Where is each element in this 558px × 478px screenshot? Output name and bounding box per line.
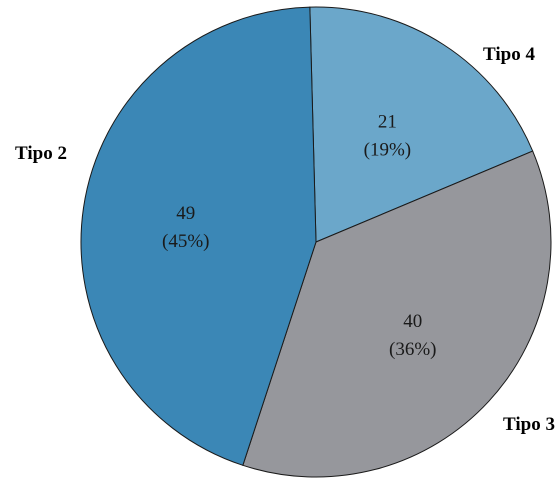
- pie-slices: [80, 6, 552, 478]
- slice-category-label: Tipo 4: [483, 44, 535, 65]
- pie-slice-tipo-4: [309, 6, 534, 243]
- slice-percent-label: (19%): [364, 139, 411, 160]
- slice-value-label: 21: [378, 111, 397, 132]
- slice-percent-label: (45%): [162, 231, 209, 252]
- slice-category-label: Tipo 3: [503, 414, 555, 435]
- pie-slice-tipo-2: [80, 6, 317, 466]
- slice-value-label: 40: [403, 311, 422, 332]
- slice-value-label: 49: [176, 203, 195, 224]
- pie-slice-tipo-3: [242, 150, 552, 478]
- pie-labels: 21 (19%) Tipo 4 40 (36%) Tipo 3 49 (45%) Tipo 2: [15, 44, 555, 435]
- slice-percent-label: (36%): [389, 339, 436, 360]
- slice-category-label: Tipo 2: [15, 143, 67, 164]
